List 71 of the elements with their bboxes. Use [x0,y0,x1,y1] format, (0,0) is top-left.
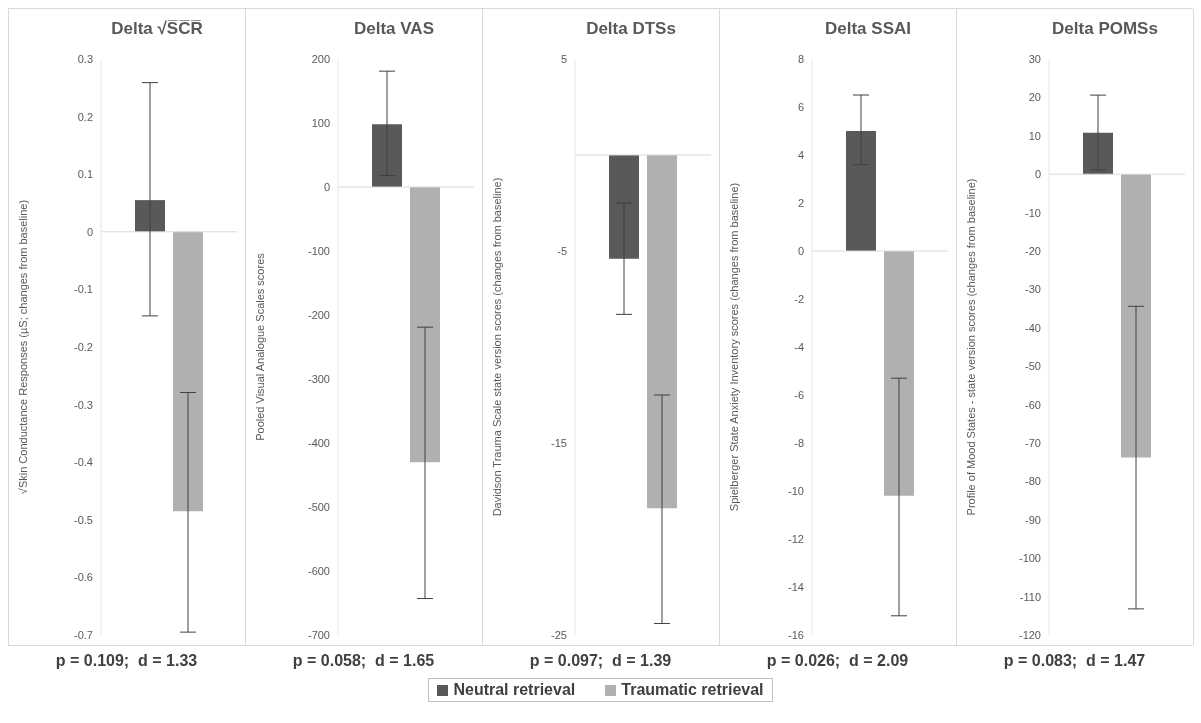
chart-title: Delta POMSs [1052,19,1158,39]
y-tick-label: -120 [1018,628,1041,641]
y-tick-label: 2 [797,196,804,209]
text: p = 0.097; d = 1.39 [528,652,673,670]
y-tick-label: -20 [1025,244,1041,257]
text: p = 0.058; d = 1.65 [291,652,436,670]
y-axis-title: Davidson Trauma Scale state version scores (changes from baseline) [490,177,503,517]
y-tick-label: -16 [788,628,804,641]
legend-label: Neutral retrieval [453,681,576,699]
y-tick-label: 0.2 [77,110,93,123]
y-tick-label: 0 [323,180,330,193]
y-tick-label: -100 [1018,552,1041,565]
y-tick-label: -0.1 [74,283,93,296]
y-tick-label: 10 [1028,129,1041,142]
y-tick-label: 0.1 [77,168,93,181]
y-tick-label: 6 [797,100,804,113]
y-tick-label: -100 [307,244,330,257]
y-tick-label: -10 [1025,206,1041,219]
y-axis-title: Spielberger State Anxiety Inventory scores (changes from baseline) [727,182,740,512]
y-tick-label: 0.3 [77,52,93,65]
y-axis-title: Profile of Mood States - state version scores (changes from baseline) [964,178,977,516]
y-tick-label: -80 [1025,475,1041,488]
y-tick-label: -60 [1025,398,1041,411]
text: p = 0.083; d = 1.47 [1002,652,1147,670]
y-tick-label: -0.2 [74,340,93,353]
y-tick-label: -10 [788,484,804,497]
text: p = 0.026; d = 2.09 [765,652,910,670]
y-tick-label: -50 [1025,360,1041,373]
y-tick-label: 20 [1028,91,1041,104]
y-tick-label: -25 [551,628,567,641]
y-tick-label: -4 [794,340,804,353]
y-tick-label: -15 [551,436,567,449]
y-tick-label: -0.4 [74,456,93,469]
y-tick-label: -700 [307,628,330,641]
text: p = 0.109; d = 1.33 [54,652,199,670]
y-tick-label: -6 [794,388,804,401]
y-tick-label: 0 [1034,168,1041,181]
y-tick-label: -0.6 [74,571,93,584]
legend-label: Traumatic retrieval [621,681,764,699]
y-tick-label: 5 [560,52,567,65]
y-tick-label: -5 [557,244,567,257]
y-tick-label: -14 [788,580,804,593]
y-tick-label: 100 [311,116,330,129]
y-tick-label: -300 [307,372,330,385]
chart-title: Delta DTSs [586,19,676,39]
chart-title: Delta √S̅C̅R̅ [111,19,203,39]
y-tick-label: 30 [1028,52,1041,65]
y-tick-label: -8 [794,436,804,449]
y-tick-label: -12 [788,532,804,545]
y-tick-label: -30 [1025,283,1041,296]
y-tick-label: -200 [307,308,330,321]
y-tick-label: -70 [1025,436,1041,449]
y-tick-label: -0.3 [74,398,93,411]
y-tick-label: 8 [797,52,804,65]
y-tick-label: -90 [1025,513,1041,526]
y-tick-label: 0 [86,225,93,238]
y-tick-label: -600 [307,564,330,577]
y-tick-label: -110 [1019,590,1041,603]
y-tick-label: 4 [797,148,804,161]
y-axis-title: √Skin Conductance Responses (µS; changes from baseline) [16,199,29,495]
y-tick-label: -400 [307,436,330,449]
y-tick-label: -40 [1025,321,1041,334]
y-tick-label: 200 [311,52,330,65]
y-tick-label: -0.5 [74,513,93,526]
y-tick-label: -500 [307,500,330,513]
y-axis-title: Pooled Visual Analogue Scales scores [253,252,266,441]
chart-title: Delta VAS [354,19,434,39]
chart-title: Delta SSAI [825,19,911,39]
y-tick-label: -2 [794,292,804,305]
y-tick-label: -0.7 [74,628,93,641]
y-tick-label: 0 [797,244,804,257]
